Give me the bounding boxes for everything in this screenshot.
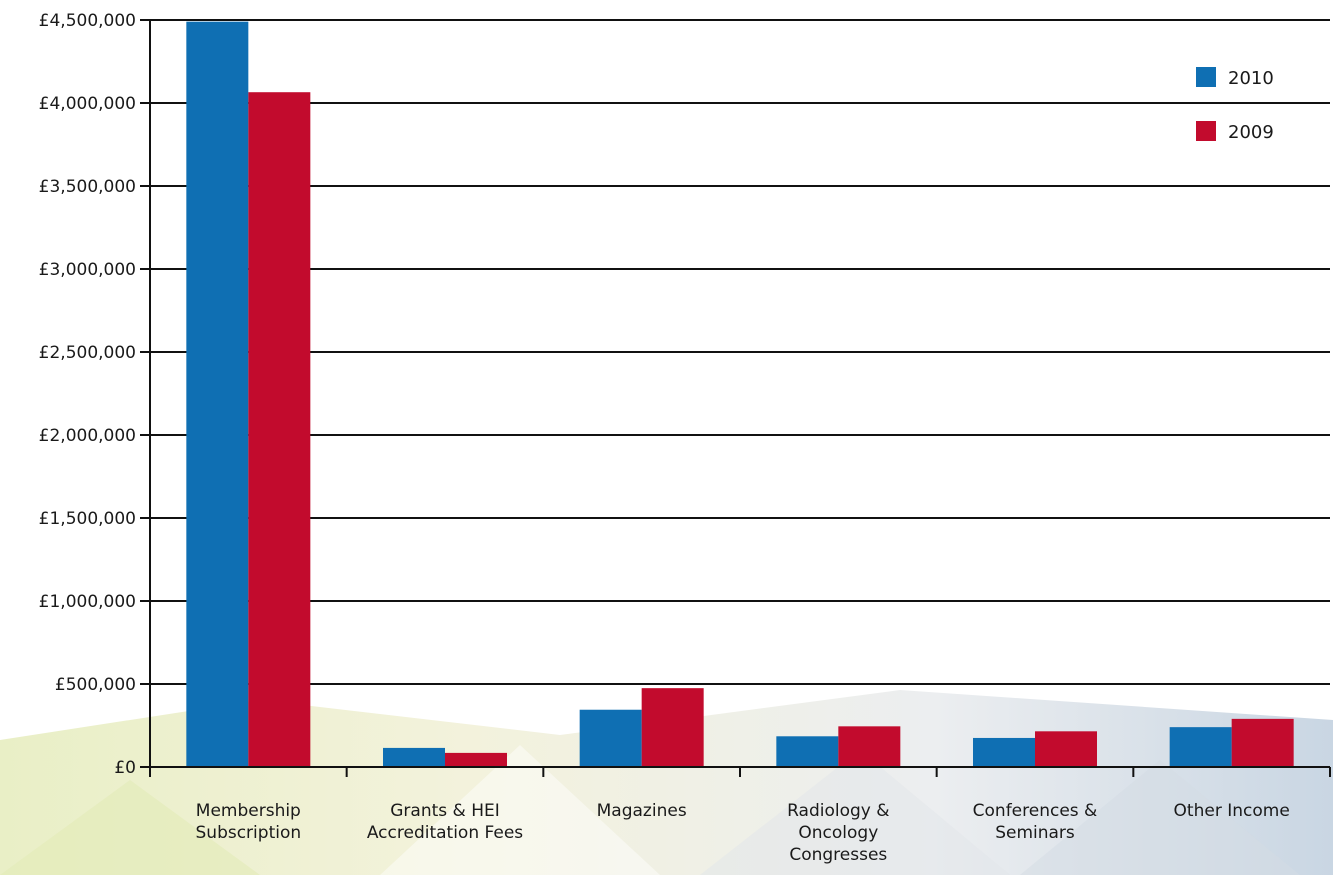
legend: 2010 2009 — [1196, 67, 1274, 143]
legend-label-2009: 2009 — [1228, 122, 1274, 143]
bar-2009-1 — [445, 752, 507, 767]
y-tick-label: £1,500,000 — [39, 509, 136, 529]
category-label-line: Other Income — [1174, 801, 1290, 821]
legend-swatch-2009 — [1196, 121, 1216, 141]
bar-2009-4 — [1035, 731, 1097, 767]
category-label-line: Oncology — [798, 823, 878, 843]
bar-2010-3 — [776, 736, 839, 767]
bar-2009-3 — [838, 726, 901, 767]
y-tick-label: £1,000,000 — [39, 592, 136, 612]
y-tick-label: £500,000 — [55, 675, 136, 695]
bar-2010-0 — [186, 21, 249, 768]
category-label-line: Seminars — [995, 823, 1075, 843]
bar-2010-4 — [973, 737, 1035, 767]
legend-swatch-2010 — [1196, 67, 1216, 87]
category-label: Other Income — [1174, 801, 1290, 821]
category-label-line: Subscription — [196, 823, 302, 843]
category-label: Conferences & Seminars — [973, 801, 1098, 843]
legend-label-2010: 2010 — [1228, 68, 1274, 89]
y-tick-label: £4,000,000 — [39, 94, 136, 114]
category-label: Membership Subscription — [196, 801, 302, 843]
y-tick-labels: £0 £500,000 £1,000,000 £1,500,000 £2,000,000… — [39, 11, 136, 778]
bar-2010-2 — [579, 709, 642, 767]
category-label-line: Conferences & — [973, 801, 1098, 821]
y-tick-label: £3,500,000 — [39, 177, 136, 197]
bars — [186, 21, 1294, 768]
category-label-line: Congresses — [789, 845, 887, 865]
axes — [140, 19, 1331, 777]
category-label-line: Magazines — [597, 801, 687, 821]
bar-2009-2 — [641, 688, 704, 767]
bar-2009-0 — [248, 92, 311, 767]
category-label: Grants & HEI Accreditation Fees — [367, 801, 523, 843]
category-label: Radiology & Oncology Congresses — [787, 801, 889, 865]
gridlines — [150, 19, 1330, 685]
y-tick-label: £2,000,000 — [39, 426, 136, 446]
bar-2010-5 — [1169, 727, 1232, 767]
bar-2009-5 — [1231, 718, 1294, 767]
bar-2010-1 — [383, 747, 445, 767]
y-tick-label: £2,500,000 — [39, 343, 136, 363]
y-tick-label: £4,500,000 — [39, 11, 136, 31]
category-label-line: Membership — [196, 801, 301, 821]
category-label-line: Radiology & — [787, 801, 889, 821]
category-labels: Membership Subscription Grants & HEI Accred… — [196, 801, 1290, 865]
category-label-line: Grants & HEI — [390, 801, 499, 821]
category-label-line: Accreditation Fees — [367, 823, 523, 843]
category-label: Magazines — [597, 801, 687, 821]
y-tick-label: £0 — [114, 758, 136, 778]
y-tick-label: £3,000,000 — [39, 260, 136, 280]
